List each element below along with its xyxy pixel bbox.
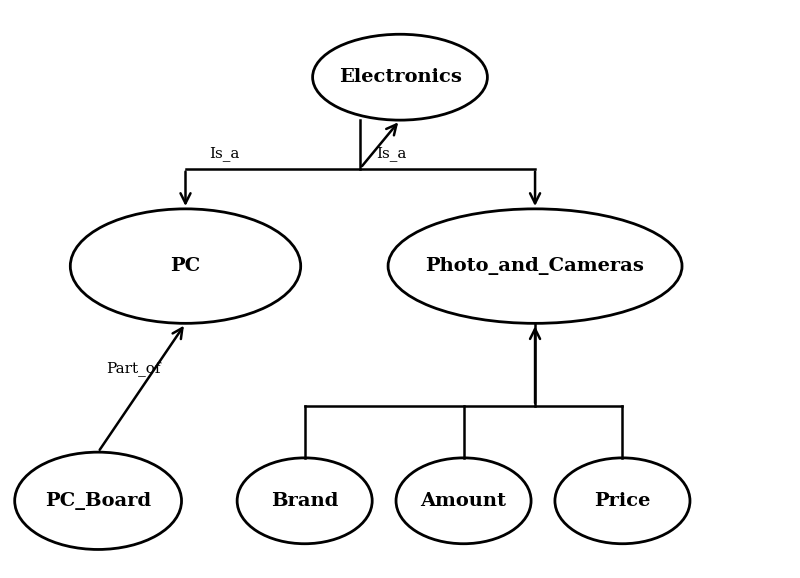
Text: Price: Price [594, 492, 650, 510]
Text: Photo_and_Cameras: Photo_and_Cameras [426, 257, 645, 275]
Text: Part_of: Part_of [106, 361, 161, 376]
Text: Is_a: Is_a [376, 146, 406, 161]
Text: Brand: Brand [271, 492, 338, 510]
Text: PC: PC [170, 257, 201, 275]
Text: Amount: Amount [421, 492, 506, 510]
Text: Is_a: Is_a [210, 146, 240, 161]
Text: Electronics: Electronics [338, 68, 462, 86]
Text: PC_Board: PC_Board [45, 492, 151, 510]
